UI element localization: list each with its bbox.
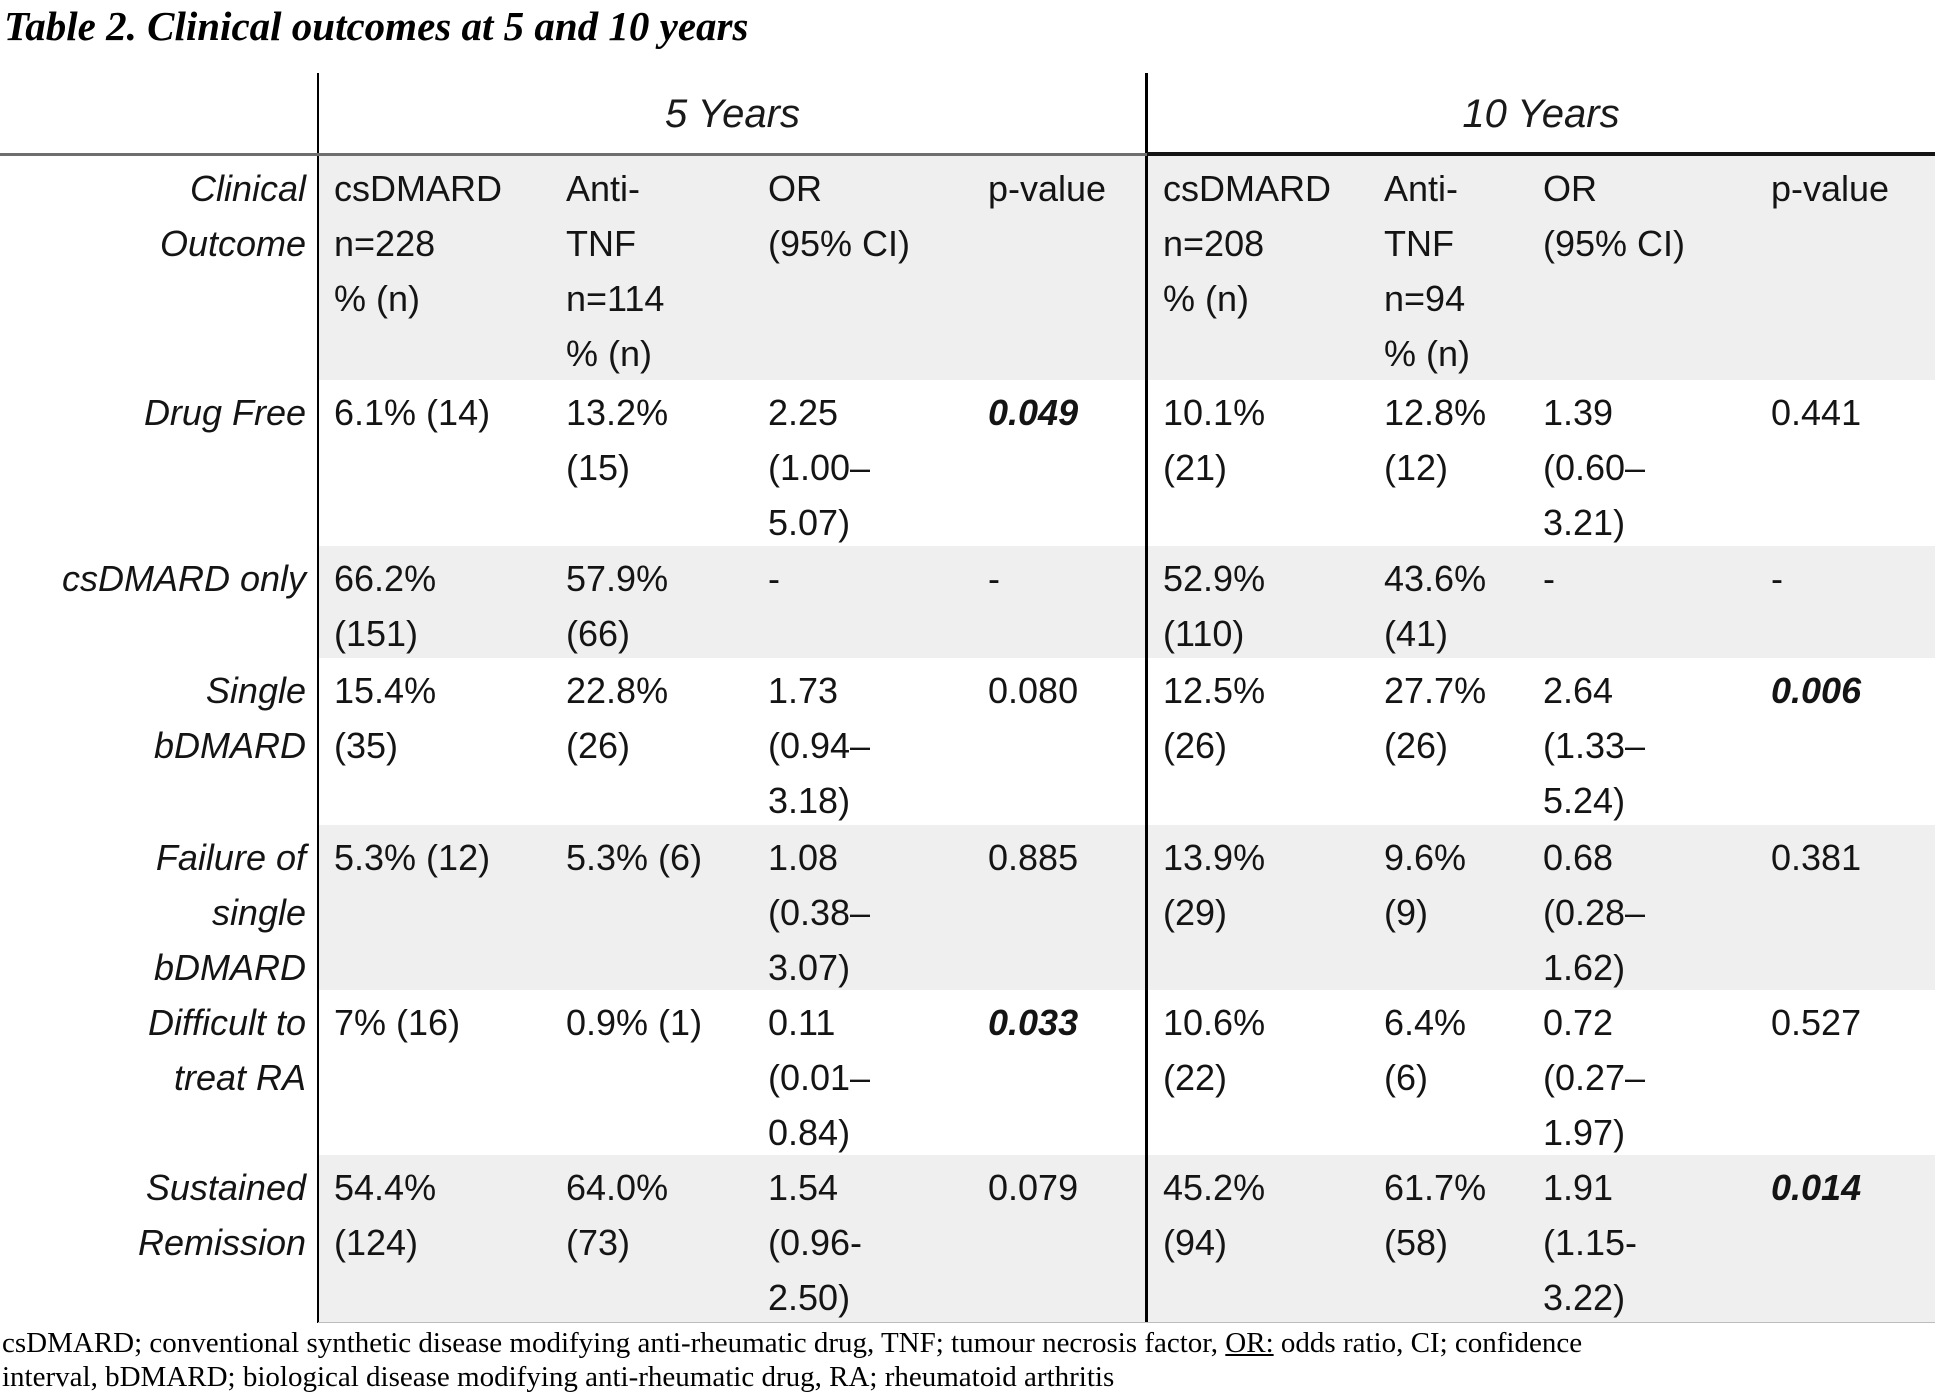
cell-csdmard-only-10y-anti-tnf: 43.6% (41) bbox=[1368, 546, 1527, 658]
row-label-difficult-to-treat-ra: Difficult to treat RA bbox=[0, 990, 318, 1155]
cell-failure-10y-p-value: 0.381 bbox=[1755, 825, 1935, 990]
cell-csdmard-only-10y-p-value: - bbox=[1755, 546, 1935, 658]
header-10y-csdmard: csDMARD n=208 % (n) bbox=[1147, 156, 1368, 380]
cell-failure-5y-p-value: 0.885 bbox=[972, 825, 1147, 990]
header-10y-p-value: p-value bbox=[1755, 156, 1935, 380]
cell-failure-10y-or: 0.68 (0.28– 1.62) bbox=[1527, 825, 1755, 990]
cell-sustained-10y-csdmard: 45.2% (94) bbox=[1147, 1155, 1368, 1323]
cell-failure-5y-csdmard: 5.3% (12) bbox=[318, 825, 550, 990]
cell-drug-free-5y-p-value: 0.049 bbox=[972, 380, 1147, 546]
vertical-rule-right bbox=[1145, 73, 1148, 1323]
header-rule-right-segment bbox=[1147, 152, 1935, 156]
cell-difficult-10y-csdmard: 10.6% (22) bbox=[1147, 990, 1368, 1155]
cell-failure-5y-or: 1.08 (0.38– 3.07) bbox=[752, 825, 972, 990]
footnote-or-underlined: OR: bbox=[1225, 1327, 1274, 1359]
group-header-10-years: 10 Years bbox=[1462, 91, 1620, 136]
cell-difficult-10y-p-value: 0.527 bbox=[1755, 990, 1935, 1155]
cell-difficult-10y-anti-tnf: 6.4% (6) bbox=[1368, 990, 1527, 1155]
cell-single-bdmard-5y-csdmard: 15.4% (35) bbox=[318, 658, 550, 825]
cell-single-bdmard-10y-p-value: 0.006 bbox=[1755, 658, 1935, 825]
cell-single-bdmard-10y-anti-tnf: 27.7% (26) bbox=[1368, 658, 1527, 825]
cell-csdmard-only-10y-or: - bbox=[1527, 546, 1755, 658]
vertical-rule-left bbox=[317, 73, 319, 1323]
row-label-csdmard-only: csDMARD only bbox=[0, 546, 318, 658]
cell-drug-free-5y-anti-tnf: 13.2% (15) bbox=[550, 380, 752, 546]
cell-sustained-5y-csdmard: 54.4% (124) bbox=[318, 1155, 550, 1323]
cell-difficult-5y-or: 0.11 (0.01– 0.84) bbox=[752, 990, 972, 1155]
footnote-line-2: interval, bDMARD; biological disease mod… bbox=[2, 1361, 1115, 1393]
cell-sustained-5y-or: 1.54 (0.96- 2.50) bbox=[752, 1155, 972, 1323]
header-5y-or: OR (95% CI) bbox=[752, 156, 972, 380]
cell-single-bdmard-5y-p-value: 0.080 bbox=[972, 658, 1147, 825]
cell-csdmard-only-5y-anti-tnf: 57.9% (66) bbox=[550, 546, 752, 658]
cell-failure-5y-anti-tnf: 5.3% (6) bbox=[550, 825, 752, 990]
header-10y-anti-tnf: Anti- TNF n=94 % (n) bbox=[1368, 156, 1527, 380]
footnote: csDMARD; conventional synthetic disease … bbox=[2, 1326, 1932, 1394]
group-header-5-years: 5 Years bbox=[665, 91, 800, 136]
cell-csdmard-only-5y-or: - bbox=[752, 546, 972, 658]
row-label-failure-single-bdmard: Failure of single bDMARD bbox=[0, 825, 318, 990]
row-label-sustained-remission: Sustained Remission bbox=[0, 1155, 318, 1323]
cell-csdmard-only-5y-p-value: - bbox=[972, 546, 1147, 658]
cell-failure-10y-csdmard: 13.9% (29) bbox=[1147, 825, 1368, 990]
cell-sustained-10y-p-value: 0.014 bbox=[1755, 1155, 1935, 1323]
cell-drug-free-10y-or: 1.39 (0.60– 3.21) bbox=[1527, 380, 1755, 546]
header-rule-left-segment bbox=[0, 153, 1147, 156]
row-label-single-bdmard: Single bDMARD bbox=[0, 658, 318, 825]
table-bottom-edge bbox=[318, 1322, 1935, 1323]
cell-sustained-10y-or: 1.91 (1.15- 3.22) bbox=[1527, 1155, 1755, 1323]
cell-difficult-5y-p-value: 0.033 bbox=[972, 990, 1147, 1155]
cell-csdmard-only-10y-csdmard: 52.9% (110) bbox=[1147, 546, 1368, 658]
header-5y-p-value: p-value bbox=[972, 156, 1147, 380]
row-label-drug-free: Drug Free bbox=[0, 380, 318, 546]
table-title: Table 2. Clinical outcomes at 5 and 10 y… bbox=[4, 3, 749, 49]
cell-failure-10y-anti-tnf: 9.6% (9) bbox=[1368, 825, 1527, 990]
cell-single-bdmard-10y-or: 2.64 (1.33– 5.24) bbox=[1527, 658, 1755, 825]
cell-drug-free-10y-csdmard: 10.1% (21) bbox=[1147, 380, 1368, 546]
corner-header-clinical-outcome: Clinical Outcome bbox=[0, 156, 318, 380]
footnote-part-1: csDMARD; conventional synthetic disease … bbox=[2, 1327, 1226, 1359]
cell-sustained-5y-anti-tnf: 64.0% (73) bbox=[550, 1155, 752, 1323]
cell-sustained-5y-p-value: 0.079 bbox=[972, 1155, 1147, 1323]
cell-drug-free-5y-or: 2.25 (1.00– 5.07) bbox=[752, 380, 972, 546]
footnote-line-1: csDMARD; conventional synthetic disease … bbox=[2, 1326, 1932, 1360]
cell-drug-free-10y-p-value: 0.441 bbox=[1755, 380, 1935, 546]
outcomes-table: Clinical Outcome csDMARD n=228 % (n) Ant… bbox=[0, 156, 1935, 1323]
cell-difficult-5y-anti-tnf: 0.9% (1) bbox=[550, 990, 752, 1155]
cell-single-bdmard-10y-csdmard: 12.5% (26) bbox=[1147, 658, 1368, 825]
cell-single-bdmard-5y-or: 1.73 (0.94– 3.18) bbox=[752, 658, 972, 825]
cell-single-bdmard-5y-anti-tnf: 22.8% (26) bbox=[550, 658, 752, 825]
header-5y-csdmard: csDMARD n=228 % (n) bbox=[318, 156, 550, 380]
cell-drug-free-5y-csdmard: 6.1% (14) bbox=[318, 380, 550, 546]
header-5y-anti-tnf: Anti- TNF n=114 % (n) bbox=[550, 156, 752, 380]
header-10y-or: OR (95% CI) bbox=[1527, 156, 1755, 380]
cell-difficult-10y-or: 0.72 (0.27– 1.97) bbox=[1527, 990, 1755, 1155]
cell-difficult-5y-csdmard: 7% (16) bbox=[318, 990, 550, 1155]
footnote-part-2: odds ratio, CI; confidence bbox=[1273, 1327, 1583, 1359]
cell-sustained-10y-anti-tnf: 61.7% (58) bbox=[1368, 1155, 1527, 1323]
cell-drug-free-10y-anti-tnf: 12.8% (12) bbox=[1368, 380, 1527, 546]
cell-csdmard-only-5y-csdmard: 66.2% (151) bbox=[318, 546, 550, 658]
